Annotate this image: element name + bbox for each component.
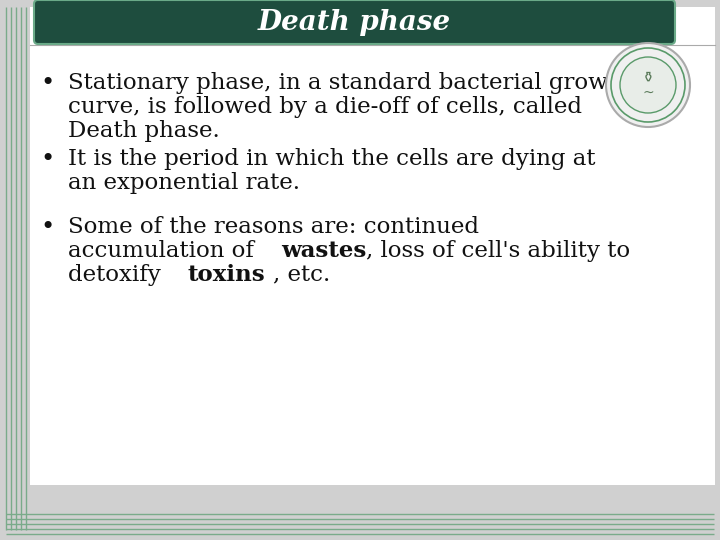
Text: , etc.: , etc. (273, 264, 330, 286)
Text: It is the period in which the cells are dying at: It is the period in which the cells are … (68, 148, 595, 170)
Text: wastes: wastes (281, 240, 366, 262)
Text: Some of the reasons are: continued: Some of the reasons are: continued (68, 216, 479, 238)
Text: toxins: toxins (188, 264, 266, 286)
Text: accumulation of: accumulation of (68, 240, 261, 262)
Circle shape (606, 43, 690, 127)
FancyBboxPatch shape (34, 0, 675, 44)
Circle shape (620, 57, 676, 113)
Text: Stationary phase, in a standard bacterial growth: Stationary phase, in a standard bacteria… (68, 72, 631, 94)
Text: •: • (40, 72, 54, 95)
Text: Death phase: Death phase (258, 9, 451, 36)
Text: ~: ~ (642, 86, 654, 100)
Text: , loss of cell's ability to: , loss of cell's ability to (366, 240, 630, 262)
Text: an exponential rate.: an exponential rate. (68, 172, 300, 194)
Text: ⚱: ⚱ (642, 70, 654, 84)
Text: detoxify: detoxify (68, 264, 168, 286)
Text: •: • (40, 148, 54, 171)
Text: •: • (40, 216, 54, 239)
Text: Death phase.: Death phase. (68, 120, 220, 142)
Text: curve, is followed by a die-off of cells, called: curve, is followed by a die-off of cells… (68, 96, 582, 118)
FancyBboxPatch shape (30, 7, 715, 485)
